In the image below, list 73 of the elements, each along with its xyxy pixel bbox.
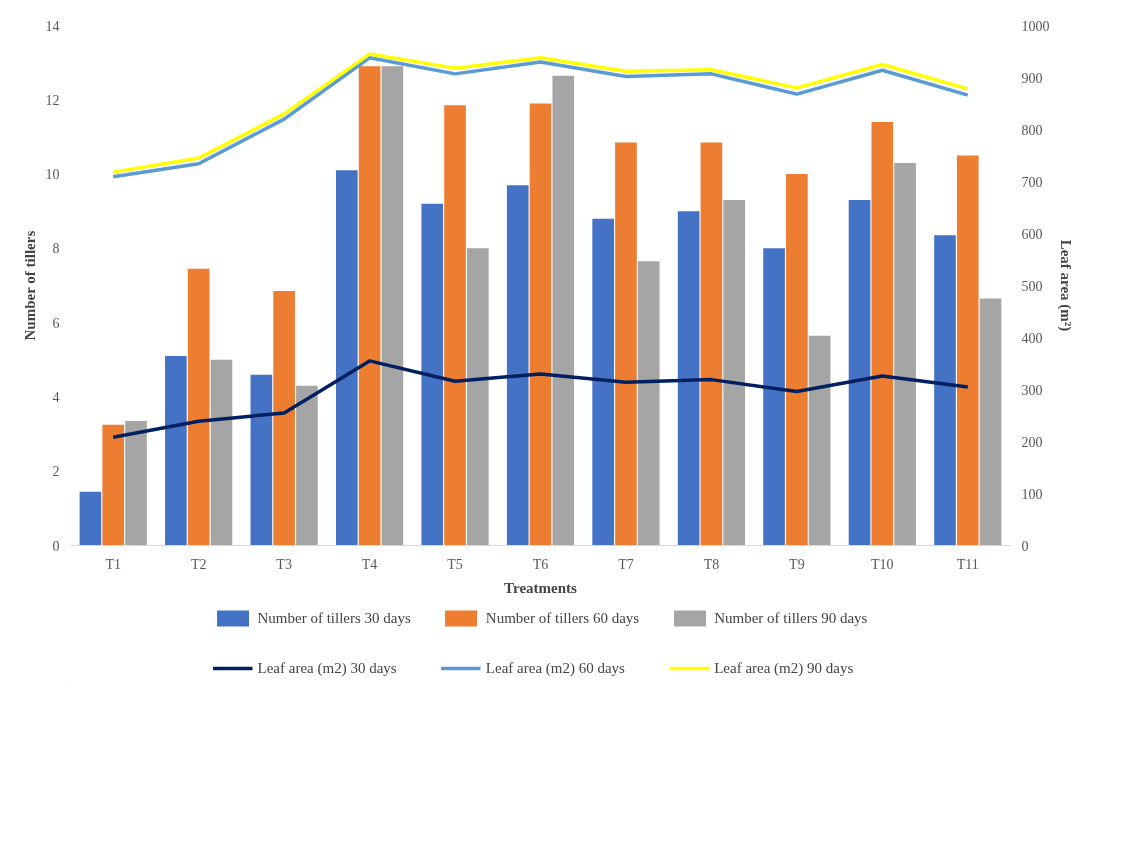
x-tick-label: T8 (703, 556, 720, 572)
y-tick-label: 8 (52, 241, 60, 257)
y-tick-label: 14 (45, 18, 60, 34)
legend-label: Number of tillers 90 days (714, 609, 868, 627)
bar (79, 491, 102, 546)
bar (102, 424, 125, 546)
x-tick-label: T11 (956, 556, 979, 572)
y-tick-label: 4 (52, 389, 60, 405)
y2-tick-label: 800 (1021, 122, 1043, 138)
y2-tick-label: 400 (1021, 330, 1043, 346)
y-tick-label: 6 (52, 315, 60, 331)
x-tick-label: T1 (105, 556, 122, 572)
x-tick-label: T2 (190, 556, 207, 572)
bar (700, 142, 723, 546)
bar (871, 122, 894, 546)
bar (250, 374, 273, 546)
x-tick-label: T9 (789, 556, 805, 572)
bar (165, 356, 187, 546)
x-tick-label: T3 (276, 556, 292, 572)
bar (529, 103, 552, 546)
bar (677, 211, 700, 546)
bar (210, 359, 233, 546)
y2-tick-label: 100 (1021, 486, 1043, 502)
legend-label: Leaf area (m2) 90 days (714, 659, 854, 677)
y2-tick-label: 300 (1021, 382, 1043, 398)
y2-tick-label: 900 (1021, 70, 1043, 86)
bar (125, 421, 147, 546)
y2-tick-label: 500 (1021, 278, 1043, 294)
x-tick-label: T10 (871, 556, 894, 572)
y2-tick-label: 0 (1021, 538, 1029, 554)
y-tick-label: 2 (52, 464, 60, 480)
bar (335, 170, 358, 546)
bar (296, 385, 318, 546)
bar (848, 200, 871, 546)
bar (381, 66, 404, 546)
bar (273, 291, 295, 546)
bar (763, 248, 785, 546)
x-axis-title: Treatments (504, 579, 578, 596)
bar (808, 335, 831, 546)
y2-tick-label: 600 (1021, 226, 1043, 242)
bar (592, 218, 614, 546)
y-tick-label: 0 (52, 538, 60, 554)
bar (506, 185, 529, 546)
bar (979, 298, 1002, 546)
y2-tick-label: 200 (1021, 434, 1043, 450)
bar (723, 200, 746, 546)
bar (934, 235, 956, 546)
bar (467, 248, 489, 546)
bar (637, 261, 660, 546)
x-tick-label: T4 (361, 556, 378, 572)
bar (444, 105, 466, 546)
legend-label: Leaf area (m2) 30 days (257, 659, 397, 677)
y-axis-title: Number of tillers (21, 230, 38, 341)
bar (786, 174, 808, 546)
y2-axis-title: Leaf area (m²) (1056, 239, 1074, 332)
legend-label: Number of tillers 30 days (257, 609, 411, 627)
x-tick-label: T7 (618, 556, 634, 572)
y-tick-label: 12 (45, 92, 60, 108)
bar (894, 162, 916, 546)
bar (552, 75, 575, 546)
y2-tick-label: 1000 (1021, 18, 1050, 34)
x-tick-label: T6 (532, 556, 549, 572)
legend-label: Number of tillers 60 days (485, 609, 640, 627)
line-series (111, 359, 970, 440)
y2-tick-label: 700 (1021, 174, 1043, 190)
bar (358, 66, 381, 546)
bar (615, 142, 637, 546)
bar (956, 155, 979, 546)
y-tick-label: 10 (45, 167, 60, 183)
bar (187, 268, 210, 546)
bar (421, 203, 444, 546)
x-tick-label: T5 (447, 556, 463, 572)
legend-label: Leaf area (m2) 60 days (485, 659, 625, 677)
